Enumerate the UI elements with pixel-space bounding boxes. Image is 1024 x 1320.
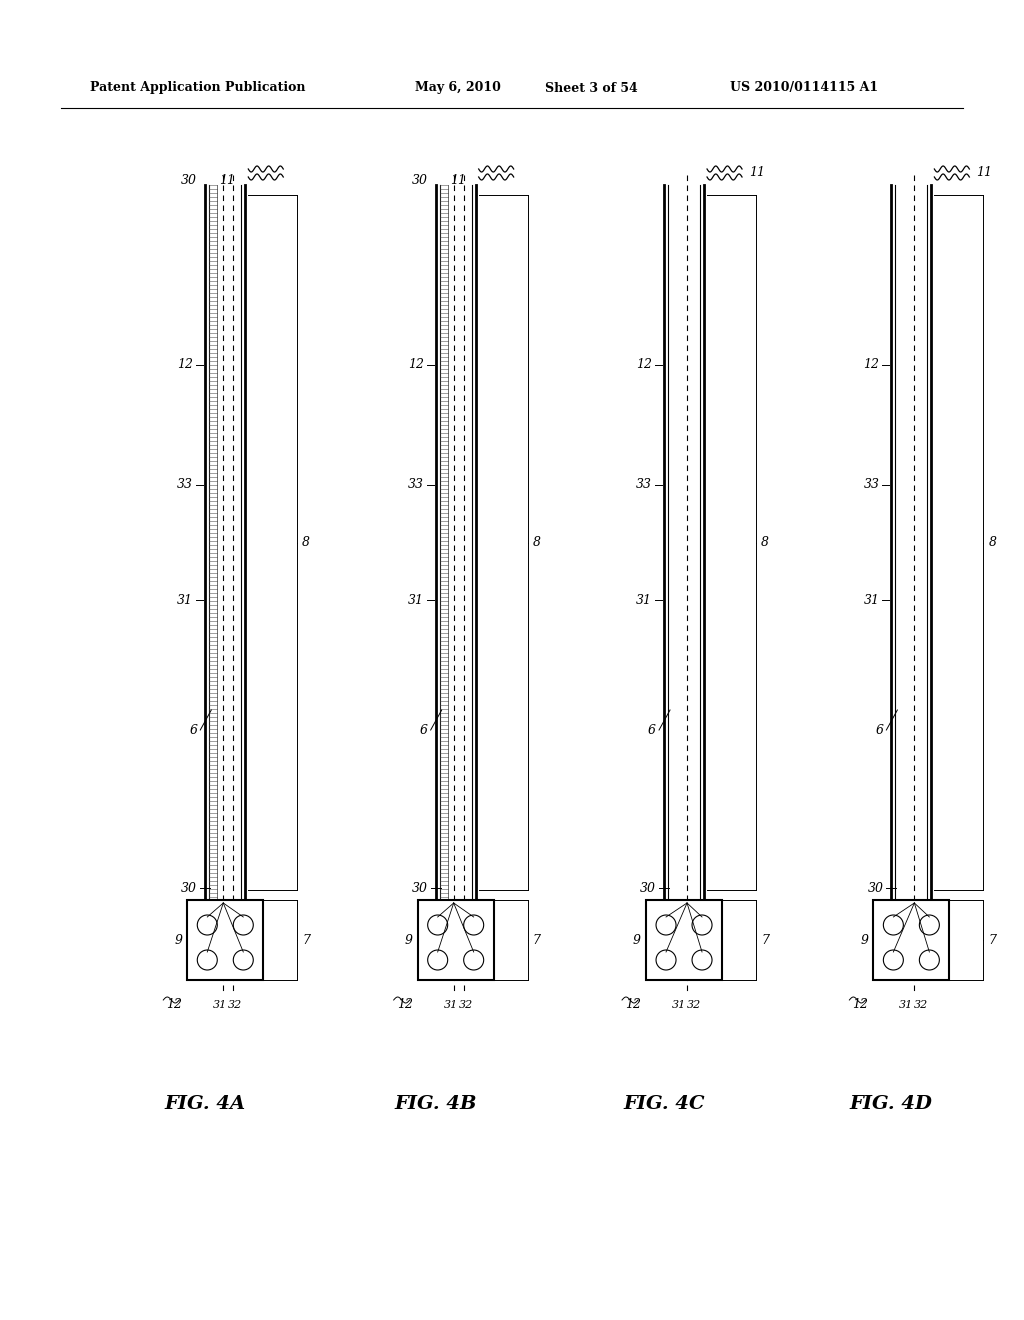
Text: 12: 12: [863, 359, 880, 371]
Circle shape: [656, 915, 676, 935]
Text: 31: 31: [899, 1001, 913, 1010]
Text: US 2010/0114115 A1: US 2010/0114115 A1: [730, 82, 879, 95]
Circle shape: [464, 950, 483, 970]
Text: 30: 30: [412, 882, 428, 895]
Text: 6: 6: [420, 723, 428, 737]
Text: 11: 11: [219, 173, 236, 186]
Text: 30: 30: [412, 173, 428, 186]
Text: 30: 30: [867, 882, 884, 895]
Text: 30: 30: [640, 882, 656, 895]
Text: Patent Application Publication: Patent Application Publication: [90, 82, 305, 95]
Bar: [873, 900, 949, 979]
Text: 33: 33: [863, 479, 880, 491]
Text: FIG. 4A: FIG. 4A: [165, 1096, 246, 1113]
Text: 8: 8: [532, 536, 541, 549]
Circle shape: [464, 915, 483, 935]
Text: 11: 11: [450, 173, 466, 186]
Text: 30: 30: [181, 173, 198, 186]
Text: 6: 6: [189, 723, 198, 737]
Circle shape: [198, 915, 217, 935]
Circle shape: [920, 950, 939, 970]
Bar: [646, 900, 722, 979]
Text: 7: 7: [988, 933, 996, 946]
Text: 11: 11: [976, 166, 992, 180]
Circle shape: [920, 915, 939, 935]
Circle shape: [884, 950, 903, 970]
Text: 31: 31: [672, 1001, 686, 1010]
Text: 9: 9: [633, 933, 641, 946]
Text: 6: 6: [648, 723, 656, 737]
Text: 9: 9: [174, 933, 182, 946]
Text: 31: 31: [177, 594, 194, 606]
Text: 8: 8: [302, 536, 310, 549]
Text: 12: 12: [166, 998, 182, 1011]
Text: 33: 33: [636, 479, 652, 491]
Bar: [418, 900, 494, 979]
Text: Sheet 3 of 54: Sheet 3 of 54: [545, 82, 638, 95]
Text: FIG. 4D: FIG. 4D: [850, 1096, 933, 1113]
Text: 31: 31: [636, 594, 652, 606]
Circle shape: [428, 915, 447, 935]
Text: FIG. 4C: FIG. 4C: [624, 1096, 705, 1113]
Text: 8: 8: [988, 536, 996, 549]
Circle shape: [233, 950, 253, 970]
Text: FIG. 4B: FIG. 4B: [394, 1096, 477, 1113]
Text: 7: 7: [532, 933, 541, 946]
Text: 12: 12: [636, 359, 652, 371]
Text: 6: 6: [876, 723, 884, 737]
Circle shape: [692, 915, 712, 935]
Circle shape: [884, 915, 903, 935]
Text: May 6, 2010: May 6, 2010: [415, 82, 501, 95]
Text: 11: 11: [749, 166, 765, 180]
Text: 32: 32: [914, 1001, 929, 1010]
Text: 12: 12: [852, 998, 868, 1011]
Text: 8: 8: [761, 536, 769, 549]
Circle shape: [233, 915, 253, 935]
Text: 31: 31: [863, 594, 880, 606]
Text: 12: 12: [408, 359, 424, 371]
Text: 32: 32: [228, 1001, 243, 1010]
Text: 31: 31: [443, 1001, 458, 1010]
Text: 12: 12: [396, 998, 413, 1011]
Text: 7: 7: [302, 933, 310, 946]
Circle shape: [692, 950, 712, 970]
Circle shape: [428, 950, 447, 970]
Circle shape: [656, 950, 676, 970]
Text: 33: 33: [177, 479, 194, 491]
Text: 32: 32: [459, 1001, 473, 1010]
Text: 33: 33: [408, 479, 424, 491]
Text: 31: 31: [408, 594, 424, 606]
Circle shape: [198, 950, 217, 970]
Text: 32: 32: [687, 1001, 701, 1010]
Text: 31: 31: [213, 1001, 227, 1010]
Text: 30: 30: [181, 882, 198, 895]
Text: 9: 9: [860, 933, 868, 946]
Text: 9: 9: [404, 933, 413, 946]
Bar: [187, 900, 263, 979]
Text: 12: 12: [177, 359, 194, 371]
Text: 12: 12: [625, 998, 641, 1011]
Text: 7: 7: [761, 933, 769, 946]
